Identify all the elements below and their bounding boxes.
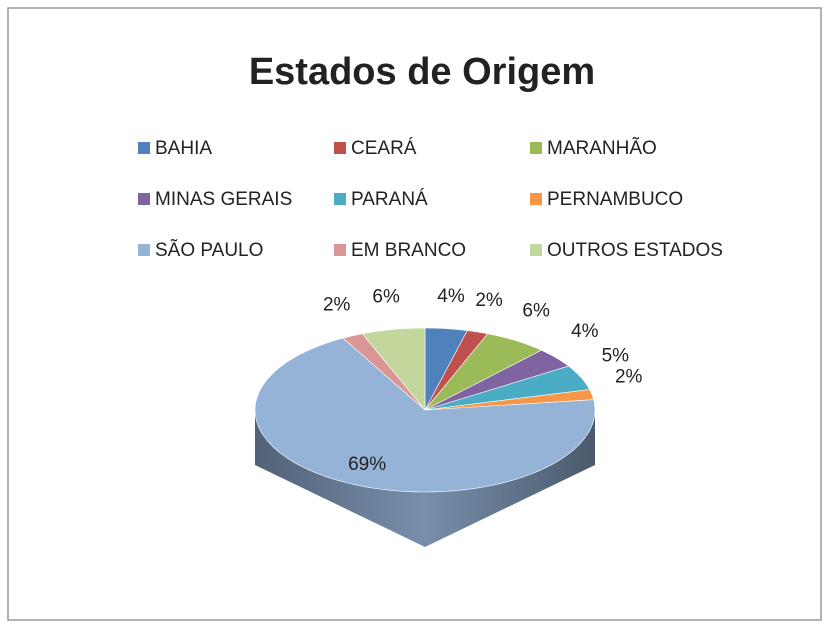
legend-label: MARANHÃO	[547, 137, 657, 159]
data-label: 6%	[372, 287, 400, 308]
legend-label: PERNAMBUCO	[547, 189, 683, 210]
slice	[342, 333, 426, 411]
data-label: 2%	[615, 366, 643, 387]
legend-swatch	[138, 193, 150, 205]
legend-swatch	[530, 193, 542, 205]
legend-swatch	[530, 244, 542, 256]
slice	[361, 327, 426, 411]
legend-label: SÃO PAULO	[155, 239, 263, 261]
legend-swatch	[334, 193, 346, 205]
data-label: 6%	[522, 301, 550, 322]
legend-label: BAHIA	[155, 138, 212, 159]
data-label: 5%	[602, 345, 630, 366]
legend-swatch	[530, 142, 542, 154]
legend-label: PARANÁ	[351, 189, 428, 210]
legend-swatch	[138, 244, 150, 256]
slice	[424, 365, 591, 411]
slice	[254, 337, 596, 493]
slice	[424, 349, 570, 411]
slice	[424, 389, 595, 411]
legend-swatch	[138, 142, 150, 154]
data-label: 2%	[323, 294, 351, 315]
legend-label: EM BRANCO	[351, 240, 466, 261]
slice	[424, 327, 468, 411]
data-label: 69%	[348, 454, 386, 475]
chart-title: Estados de Origem	[249, 51, 595, 93]
data-label: 4%	[437, 286, 465, 307]
legend-swatch	[334, 142, 346, 154]
data-label: 4%	[571, 321, 599, 342]
legend-swatch	[334, 244, 346, 256]
data-label: 2%	[475, 290, 503, 311]
slice-side	[255, 410, 595, 547]
legend-label: MINAS GERAIS	[155, 189, 292, 210]
slice	[424, 333, 543, 411]
legend-label: CEARÁ	[351, 138, 417, 159]
legend-label: OUTROS ESTADOS	[547, 240, 723, 261]
slice	[424, 330, 489, 411]
